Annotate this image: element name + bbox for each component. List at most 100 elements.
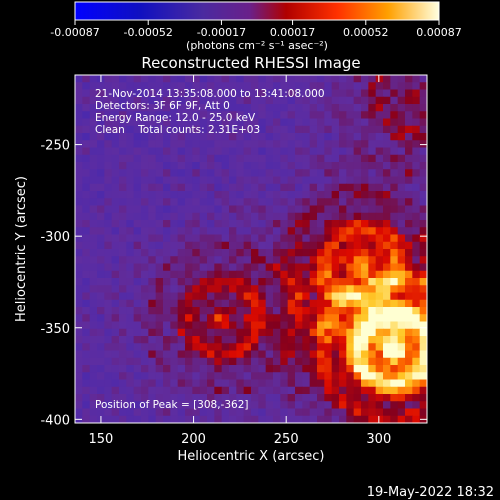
heatmap-cell: [353, 357, 362, 366]
heatmap-cell: [287, 198, 296, 207]
heatmap-cell: [397, 285, 406, 294]
heatmap-cell: [331, 89, 340, 98]
heatmap-cell: [221, 299, 230, 308]
heatmap-cell: [243, 372, 252, 381]
heatmap-cell: [405, 270, 413, 279]
heatmap-cell: [251, 125, 259, 134]
heatmap-cell: [89, 278, 98, 286]
heatmap-cell: [331, 205, 340, 214]
heatmap-cell: [185, 270, 193, 279]
heatmap-cell: [236, 386, 245, 395]
heatmap-cell: [97, 241, 105, 250]
heatmap-cell: [97, 357, 105, 366]
heatmap-cell: [331, 321, 340, 330]
heatmap-cell: [324, 401, 333, 410]
heatmap-cell: [317, 343, 325, 352]
heatmap-cell: [331, 111, 340, 120]
heatmap-cell: [361, 183, 369, 192]
heatmap-cell: [199, 386, 208, 395]
heatmap-cell: [302, 256, 311, 265]
heatmap-cell: [397, 176, 406, 185]
heatmap-cell: [185, 147, 193, 156]
heatmap-cell: [89, 321, 98, 330]
heatmap-cell: [177, 104, 186, 112]
heatmap-cell: [317, 307, 325, 315]
heatmap-cell: [82, 256, 91, 265]
heatmap-cell: [163, 183, 171, 192]
heatmap-cell: [273, 118, 281, 127]
heatmap-cell: [375, 133, 384, 141]
heatmap-cell: [346, 350, 355, 359]
heatmap-cell: [287, 343, 296, 352]
heatmap-cell: [280, 227, 289, 236]
heatmap-cell: [199, 234, 208, 243]
heatmap-cell: [302, 82, 311, 91]
heatmap-cell: [287, 191, 296, 199]
heatmap-cell: [199, 343, 208, 352]
heatmap-cell: [295, 162, 303, 170]
heatmap-cell: [309, 365, 318, 373]
heatmap-cell: [119, 162, 127, 170]
heatmap-cell: [82, 140, 91, 149]
heatmap-cell: [221, 212, 230, 221]
heatmap-cell: [170, 401, 179, 410]
heatmap-cell: [339, 96, 347, 105]
heatmap-cell: [346, 415, 355, 423]
heatmap-cell: [119, 89, 127, 98]
heatmap-cell: [265, 292, 274, 301]
heatmap-cell: [170, 96, 179, 105]
heatmap-cell: [258, 401, 267, 410]
heatmap-cell: [317, 162, 325, 170]
heatmap-cell: [397, 307, 406, 315]
heatmap-cell: [207, 234, 215, 243]
heatmap-cell: [361, 154, 369, 163]
heatmap-cell: [104, 183, 113, 192]
heatmap-cell: [287, 104, 296, 112]
heatmap-cell: [295, 198, 303, 207]
heatmap-cell: [287, 278, 296, 286]
heatmap-cell: [75, 96, 83, 105]
heatmap-cell: [324, 125, 333, 134]
heatmap-cell: [177, 343, 186, 352]
heatmap-cell: [280, 89, 289, 98]
heatmap-cell: [390, 249, 399, 257]
heatmap-cell: [368, 372, 377, 381]
heatmap-cell: [346, 234, 355, 243]
heatmap-cell: [397, 96, 406, 105]
heatmap-cell: [170, 408, 179, 417]
heatmap-cell: [258, 82, 267, 91]
heatmap-cell: [243, 205, 252, 214]
heatmap-cell: [251, 198, 259, 207]
heatmap-cell: [302, 205, 311, 214]
colorbar-tick-label: -0.00087: [50, 26, 99, 39]
heatmap-cell: [412, 183, 421, 192]
heatmap-cell: [104, 140, 113, 149]
heatmap-cell: [133, 307, 142, 315]
heatmap-cell: [353, 328, 362, 337]
heatmap-cell: [383, 118, 391, 127]
heatmap-cell: [280, 401, 289, 410]
heatmap-cell: [397, 212, 406, 221]
heatmap-cell: [221, 321, 230, 330]
heatmap-cell: [339, 270, 347, 279]
heatmap-cell: [185, 372, 193, 381]
heatmap-cell: [280, 176, 289, 185]
heatmap-cell: [309, 270, 318, 279]
heatmap-cell: [346, 104, 355, 112]
heatmap-cell: [126, 270, 135, 279]
heatmap-cell: [405, 125, 413, 134]
heatmap-cell: [229, 82, 237, 91]
heatmap-cell: [368, 176, 377, 185]
heatmap-cell: [163, 292, 171, 301]
heatmap-cell: [265, 372, 274, 381]
heatmap-cell: [405, 307, 413, 315]
heatmap-cell: [126, 75, 135, 83]
heatmap-cell: [141, 394, 149, 402]
heatmap-cell: [207, 285, 215, 294]
heatmap-cell: [273, 350, 281, 359]
heatmap-cell: [324, 343, 333, 352]
heatmap-cell: [412, 379, 421, 388]
heatmap-cell: [265, 263, 274, 272]
heatmap-cell: [280, 133, 289, 141]
heatmap-cell: [361, 270, 369, 279]
